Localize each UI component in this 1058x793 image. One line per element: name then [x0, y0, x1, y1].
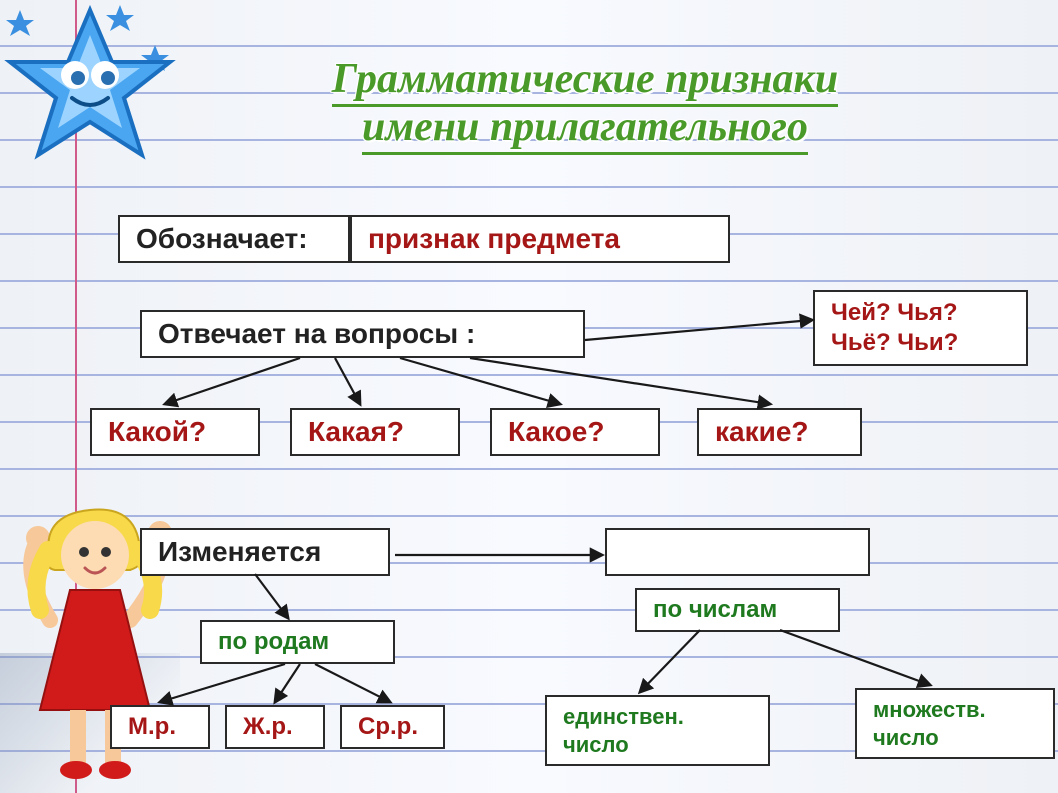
- arrow: [315, 664, 390, 702]
- box-priznak-predmeta: признак предмета: [350, 215, 730, 263]
- box-po-chislam: по числам: [635, 588, 840, 632]
- arrow: [275, 664, 300, 702]
- box-zhr: Ж.р.: [225, 705, 325, 749]
- box-izmenyaetsya: Изменяется: [140, 528, 390, 576]
- box-edinstven: единствен. число: [545, 695, 770, 766]
- title-line-1: Грамматические признаки: [332, 56, 838, 107]
- box-otvechaet: Отвечает на вопросы :: [140, 310, 585, 358]
- arrow: [640, 630, 700, 692]
- arrow: [400, 358, 560, 404]
- arrow: [585, 320, 812, 340]
- arrow: [470, 358, 770, 404]
- box-kakoe: Какое?: [490, 408, 660, 456]
- box-kakie: какие?: [697, 408, 862, 456]
- title-line-2: имени прилагательного: [362, 104, 808, 155]
- box-kakoy: Какой?: [90, 408, 260, 456]
- box-blank: [605, 528, 870, 576]
- slide-title: Грамматические признаки имени прилагател…: [170, 55, 1000, 152]
- box-oboznachaet: Обозначает:: [118, 215, 350, 263]
- box-chey: Чей? Чья? Чьё? Чьи?: [813, 290, 1028, 366]
- arrow: [165, 358, 300, 404]
- arrow: [255, 574, 288, 618]
- box-sr: Ср.р.: [340, 705, 445, 749]
- box-mnozhestv: множеств. число: [855, 688, 1055, 759]
- box-kakaya: Какая?: [290, 408, 460, 456]
- star-character: [0, 0, 190, 190]
- arrow: [780, 630, 930, 685]
- box-po-rodam: по родам: [200, 620, 395, 664]
- arrow: [335, 358, 360, 404]
- slide: Грамматические признаки имени прилагател…: [0, 0, 1058, 793]
- box-mr: М.р.: [110, 705, 210, 749]
